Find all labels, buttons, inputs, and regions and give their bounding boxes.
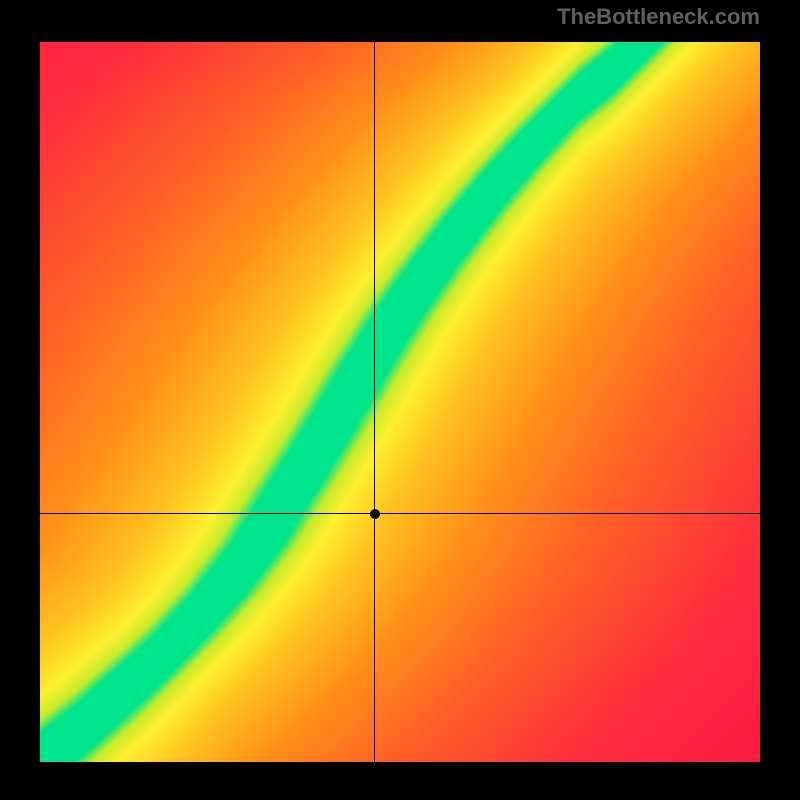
crosshair-horizontal xyxy=(40,513,760,514)
watermark-text: TheBottleneck.com xyxy=(557,4,760,30)
crosshair-vertical xyxy=(374,42,375,762)
marker-dot xyxy=(370,509,380,519)
heatmap-plot xyxy=(40,42,760,762)
heatmap-canvas xyxy=(40,42,760,762)
